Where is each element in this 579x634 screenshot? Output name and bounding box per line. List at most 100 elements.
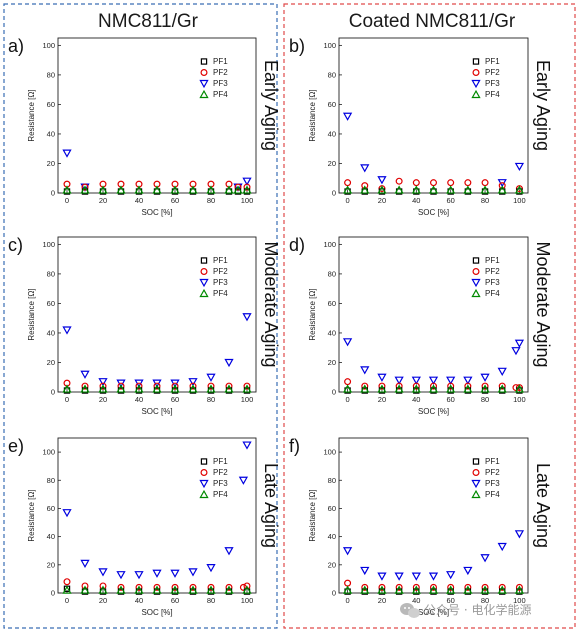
x-axis-label: SOC [%] xyxy=(418,407,449,416)
data-point-pf4 xyxy=(152,384,162,393)
x-tick-label: 0 xyxy=(65,596,69,605)
data-point-pf4 xyxy=(394,384,404,393)
data-point-pf2 xyxy=(207,382,215,390)
data-point-pf4 xyxy=(377,384,387,393)
data-point-pf2 xyxy=(234,183,242,191)
x-tick-label: 80 xyxy=(207,395,215,404)
legend-marker-pf1 xyxy=(472,257,480,264)
x-tick-label: 60 xyxy=(447,395,455,404)
data-point-pf3 xyxy=(238,476,249,485)
data-point-pf4 xyxy=(411,384,421,393)
y-tick-label: 60 xyxy=(47,299,55,308)
legend-marker-pf4 xyxy=(471,288,481,298)
data-point-pf4 xyxy=(98,585,108,594)
legend-marker-pf3 xyxy=(199,79,209,89)
y-tick-label: 0 xyxy=(51,388,55,397)
data-point-pf2 xyxy=(225,583,233,591)
wechat-icon xyxy=(400,603,420,618)
data-point-pf4 xyxy=(116,185,126,194)
chart-panels: a) 0 20 40 60 80 100 0 20 40 60 80 100 SOC [%] Resista… xyxy=(8,36,553,617)
data-point-pf4 xyxy=(134,185,144,194)
y-tick-label: 80 xyxy=(328,71,336,80)
y-tick-label: 0 xyxy=(332,189,336,198)
data-point-pf3 xyxy=(446,376,456,385)
data-point-pf4 xyxy=(394,185,404,194)
data-point-pf3 xyxy=(206,373,216,382)
chart-panel-4: d) 0 20 40 60 80 100 0 20 40 60 80 100 SOC [%] Resista… xyxy=(289,235,553,416)
data-point-pf2 xyxy=(63,578,71,586)
y-tick-label: 0 xyxy=(51,589,55,598)
y-axis-label: Resistance [Ω] xyxy=(308,89,317,141)
data-point-pf3 xyxy=(463,566,473,576)
data-point-pf2 xyxy=(117,583,125,591)
data-point-pf4 xyxy=(446,585,456,594)
data-point-pf3 xyxy=(497,367,507,376)
legend-label-pf3: PF3 xyxy=(213,79,228,88)
data-point-pf2 xyxy=(378,583,386,591)
x-tick-label: 60 xyxy=(447,596,455,605)
data-point-pf4 xyxy=(411,585,421,594)
data-point-pf3 xyxy=(224,547,234,556)
legend-marker-pf2 xyxy=(472,68,480,76)
y-axis-label: Resistance [Ω] xyxy=(27,489,36,541)
data-point-pf4 xyxy=(206,585,216,594)
data-point-pf2 xyxy=(464,583,472,591)
data-point-pf4 xyxy=(242,585,252,594)
data-point-pf3 xyxy=(377,176,387,185)
data-point-pf4 xyxy=(446,384,456,393)
data-point-pf3 xyxy=(463,376,473,385)
data-point-pf2 xyxy=(99,382,107,390)
y-tick-label: 100 xyxy=(323,448,336,457)
data-point-pf2 xyxy=(135,583,143,591)
data-point-pf3 xyxy=(170,569,180,578)
data-point-pf3 xyxy=(242,441,252,450)
x-tick-label: 0 xyxy=(65,196,69,205)
data-point-pf3 xyxy=(428,376,439,385)
data-point-pf2 xyxy=(395,382,403,390)
data-point-pf3 xyxy=(80,559,90,569)
legend-marker-pf4 xyxy=(199,288,209,298)
y-tick-label: 20 xyxy=(47,159,55,168)
data-point-pf2 xyxy=(447,583,455,591)
x-tick-label: 100 xyxy=(513,395,526,404)
data-point-pf4 xyxy=(394,585,404,594)
y-tick-label: 100 xyxy=(42,448,55,457)
data-point-pf2 xyxy=(171,583,179,591)
legend-marker-pf1 xyxy=(472,458,480,465)
y-tick-label: 20 xyxy=(328,358,336,367)
x-tick-label: 100 xyxy=(513,596,526,605)
panel-letter: c) xyxy=(8,235,23,255)
x-tick-label: 20 xyxy=(378,596,386,605)
column-title-left: NMC811/Gr xyxy=(98,11,199,32)
aging-stage-label: Early Aging xyxy=(533,60,553,151)
legend-label-pf2: PF2 xyxy=(485,68,500,77)
y-tick-label: 100 xyxy=(42,41,55,50)
y-tick-label: 20 xyxy=(47,358,55,367)
data-point-pf2 xyxy=(117,382,125,390)
data-point-pf3 xyxy=(62,326,72,335)
legend-label-pf3: PF3 xyxy=(485,479,500,488)
x-tick-label: 0 xyxy=(346,395,350,404)
data-point-pf4 xyxy=(377,185,387,194)
aging-stage-label: Early Aging xyxy=(261,60,281,151)
data-point-pf3 xyxy=(98,378,108,387)
data-point-pf3 xyxy=(480,554,490,563)
x-tick-label: 60 xyxy=(447,196,455,205)
x-tick-label: 40 xyxy=(412,196,420,205)
y-tick-label: 60 xyxy=(328,504,336,513)
data-point-pf4 xyxy=(360,185,370,194)
data-point-pf2 xyxy=(430,382,438,390)
data-point-pf4 xyxy=(170,585,180,594)
aging-stage-label: Moderate Aging xyxy=(533,241,553,367)
data-point-pf4 xyxy=(497,585,507,594)
data-point-pf3 xyxy=(80,370,90,379)
data-point-pf4 xyxy=(62,185,72,194)
x-tick-label: 0 xyxy=(346,596,350,605)
legend-marker-pf2 xyxy=(200,268,208,276)
y-tick-label: 100 xyxy=(42,240,55,249)
legend-label-pf3: PF3 xyxy=(485,278,500,287)
data-point-pf4 xyxy=(342,384,353,393)
legend-label-pf4: PF4 xyxy=(213,90,228,99)
data-point-pf3 xyxy=(62,509,72,518)
